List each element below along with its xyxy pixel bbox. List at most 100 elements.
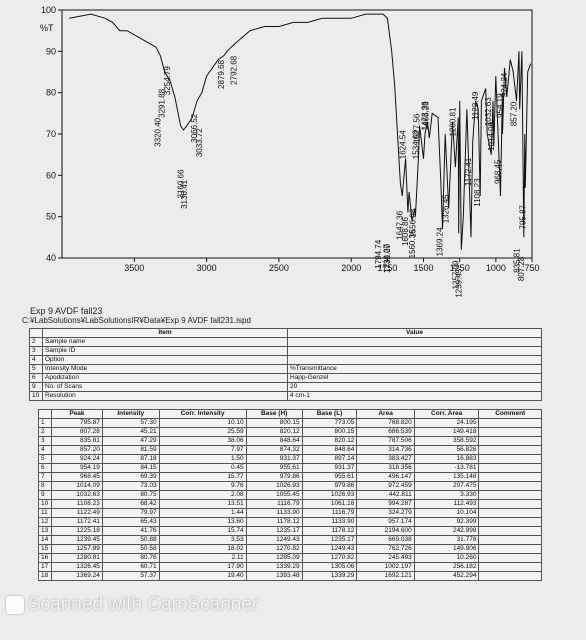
peak-cell: 314.736 [356, 445, 415, 455]
y-tick-label: 50 [46, 212, 56, 222]
spectrum-title: Exp 9 AVDF fall23 [30, 306, 103, 316]
peak-label: 1736.27 [382, 243, 391, 272]
peak-cell: 112.493 [413, 499, 480, 509]
y-tick-label: 60 [46, 170, 56, 180]
peak-label: 1122.49 [471, 91, 480, 120]
peak-label: 1172.41 [464, 157, 473, 186]
info-cell-item: No. of Scans [42, 382, 288, 392]
peak-cell: 773.05 [301, 418, 358, 428]
info-cell-value [287, 346, 542, 356]
peak-label: 1560.36 [408, 229, 417, 258]
info-table: Item Value 2 Sample name 3 Sample ID 4 Option… [29, 328, 542, 401]
peak-cell: 242.998 [413, 526, 480, 536]
peak-cell: 45.21 [101, 427, 160, 437]
peak-cell: 15.74 [158, 526, 247, 536]
peak-cell [478, 481, 542, 491]
peak-cell: 60.71 [101, 562, 160, 572]
peak-cell: 73.03 [101, 481, 160, 491]
peak-cell: 10.10 [158, 418, 247, 428]
peak-label: 795.87 [518, 204, 527, 229]
peak-header: Area [356, 409, 415, 419]
peak-cell: 972.459 [356, 481, 415, 491]
peak-cell: 31.778 [413, 535, 480, 545]
peak-cell: 1249.43 [245, 535, 303, 545]
peak-label: 1257.99 [452, 260, 461, 289]
peak-table: Peak Intensity Corr. Intensity Base (H) Base… [38, 409, 542, 581]
peak-label: 1466.23 [421, 101, 430, 130]
peak-label: 1280.81 [448, 107, 457, 136]
x-tick-label: 3500 [124, 263, 144, 273]
peak-label: 3066.52 [190, 113, 199, 142]
y-tick-label: 100 [41, 5, 56, 15]
peak-cell: 81.59 [101, 445, 160, 455]
peak-cell [478, 508, 542, 518]
peak-cell: 442.811 [356, 490, 415, 500]
info-row: 4 Option [29, 355, 542, 365]
peak-label: 1014.09 [487, 121, 496, 150]
peak-cell: 25.59 [158, 427, 247, 437]
peak-cell: 18 [38, 571, 52, 581]
peak-cell: 762.726 [356, 544, 415, 554]
peak-cell: 968.45 [51, 472, 103, 482]
peak-cell: 787.506 [356, 436, 415, 446]
info-row: 2 Sample name [29, 337, 542, 347]
x-tick-label: 3000 [197, 263, 217, 273]
peak-cell: 69.39 [101, 472, 160, 482]
peak-cell: 1032.63 [51, 490, 103, 500]
peak-cell: 1026.93 [245, 481, 303, 491]
peak-cell: 5 [38, 454, 52, 464]
peak-cell [478, 499, 542, 509]
peak-cell: 1239.45 [51, 535, 103, 545]
info-cell-item: Resolution [42, 391, 288, 401]
peak-cell: 207.475 [413, 481, 480, 491]
peak-cell: 7.97 [158, 445, 247, 455]
peak-cell: 1061.16 [301, 499, 358, 509]
peak-label: 1032.63 [484, 97, 493, 126]
peak-cell: 1178.12 [245, 517, 303, 527]
peak-cell [478, 490, 542, 500]
peak-cell: 1133.90 [301, 517, 358, 527]
x-tick-label: 750 [524, 263, 539, 273]
peak-cell: 1225.18 [51, 526, 103, 536]
info-cell-num: 3 [29, 346, 43, 356]
peak-cell [478, 517, 542, 527]
peak-header: Base (H) [245, 409, 303, 419]
info-cell-value [287, 337, 542, 347]
table-row: 2 807.28 45.21 25.59 820.12 800.15 686.539 149.… [38, 427, 542, 437]
peak-cell: 87.18 [101, 454, 160, 464]
table-row: 3 835.81 47.29 38.06 848.64 820.12 787.506 358.… [38, 436, 542, 446]
peak-cell: 924.24 [51, 454, 103, 464]
peak-cell: 1108.23 [51, 499, 103, 509]
peak-label: 1534.69 [412, 130, 421, 159]
peak-label: 835.81 [513, 248, 522, 273]
peak-cell: 17.90 [158, 562, 247, 572]
peak-cell: 848.64 [245, 436, 303, 446]
table-row: 5 924.24 87.18 1.50 931.37 897.14 383.427 16.88… [38, 454, 542, 464]
peak-cell: 1133.90 [245, 508, 303, 518]
info-row: 6 Apodization Happ-Genzel [29, 373, 542, 383]
peak-cell: 1116.79 [301, 508, 358, 518]
peak-cell: 9 [38, 490, 52, 500]
y-tick-label: 40 [46, 253, 56, 263]
peak-cell [478, 454, 542, 464]
peak-cell: 80.76 [101, 553, 160, 563]
peak-cell: 50.58 [101, 544, 160, 554]
peak-cell: 324.279 [356, 508, 415, 518]
peak-cell: 954.19 [51, 463, 103, 473]
peak-cell: 65.43 [101, 517, 160, 527]
file-path: C:¥LabSolutions¥LabSolutionsIR¥Data¥Exp … [22, 316, 251, 325]
peak-label: 3320.40 [153, 117, 162, 146]
table-row: 11 1122.49 79.97 1.44 1133.90 1116.79 324.279 1… [38, 508, 542, 518]
peak-cell: 10.260 [413, 553, 480, 563]
peak-cell: 84.15 [101, 463, 160, 473]
peak-cell: 47.29 [101, 436, 160, 446]
peak-cell: 1116.79 [245, 499, 303, 509]
peak-label: 807.28 [517, 256, 526, 281]
peak-cell: 1257.99 [51, 544, 103, 554]
peak-label: 1326.45 [442, 194, 451, 223]
peak-cell [478, 535, 542, 545]
peak-cell: 383.427 [356, 454, 415, 464]
info-header-value: Value [287, 328, 542, 338]
